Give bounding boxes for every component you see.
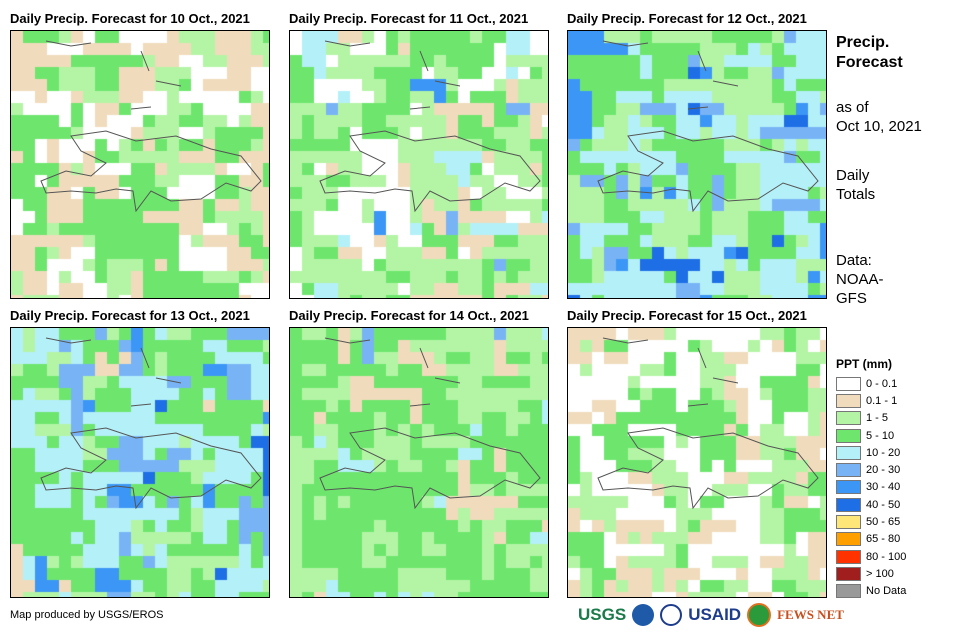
data-source-1: NOAA- — [836, 271, 884, 288]
legend-item: > 100 — [836, 565, 906, 582]
panel-title-5: Daily Precip. Forecast for 14 Oct., 2021 — [289, 308, 529, 323]
precip-grid — [290, 31, 548, 298]
noaa-logo — [632, 604, 655, 626]
legend-label: 5 - 10 — [866, 429, 895, 442]
legend-label: 40 - 50 — [866, 498, 901, 511]
precip-grid — [11, 31, 269, 298]
asof-date: Oct 10, 2021 — [836, 118, 922, 135]
legend-item: 1 - 5 — [836, 410, 906, 427]
legend-item: 0.1 - 1 — [836, 392, 906, 409]
legend-swatch — [836, 497, 861, 512]
legend-label: 0.1 - 1 — [866, 394, 898, 407]
totals-label: Totals — [836, 186, 876, 203]
legend-item: 5 - 10 — [836, 427, 906, 444]
legend-swatch — [836, 411, 861, 426]
legend: PPT (mm) 0 - 0.1 0.1 - 1 1 - 5 5 - 10 10 - 2… — [836, 357, 906, 600]
legend-label: 80 - 100 — [866, 550, 907, 563]
legend-label: 10 - 20 — [866, 446, 901, 459]
side-title-1: Precip. — [836, 34, 890, 51]
panel-title-6: Daily Precip. Forecast for 15 Oct., 2021 — [567, 308, 807, 323]
fews-globe-icon — [747, 603, 772, 627]
legend-item: 10 - 20 — [836, 444, 906, 461]
legend-label: No Data — [866, 585, 907, 598]
coastline-outline — [597, 337, 819, 510]
legend-item: 0 - 0.1 — [836, 375, 906, 392]
legend-item: 50 - 65 — [836, 513, 906, 530]
legend-swatch — [836, 463, 861, 478]
precip-grid — [290, 328, 548, 597]
legend-label: 50 - 65 — [866, 516, 901, 529]
coastline-outline — [319, 337, 541, 510]
legend-item: 65 - 80 — [836, 531, 906, 548]
map-panel-2 — [289, 30, 549, 299]
coastline-outline — [597, 40, 819, 213]
legend-item: 30 - 40 — [836, 479, 906, 496]
map-panel-6 — [567, 327, 827, 598]
data-source-2: GFS — [836, 290, 867, 307]
legend-swatch — [836, 480, 861, 495]
data-label: Data: — [836, 252, 872, 269]
legend-item: No Data — [836, 583, 906, 600]
map-panel-5 — [289, 327, 549, 598]
fews-logo: FEWS NET — [777, 607, 844, 622]
legend-swatch — [836, 584, 861, 599]
map-panel-4 — [10, 327, 270, 598]
legend-item: 40 - 50 — [836, 496, 906, 513]
panel-title-2: Daily Precip. Forecast for 11 Oct., 2021 — [289, 11, 529, 26]
map-panel-3 — [567, 30, 827, 299]
coastline-outline — [40, 337, 262, 510]
legend-swatch — [836, 515, 861, 530]
usaid-seal — [660, 604, 683, 626]
legend-swatch — [836, 532, 861, 547]
legend-label: 65 - 80 — [866, 533, 901, 546]
precip-grid — [568, 328, 826, 597]
credit-text: Map produced by USGS/EROS — [10, 609, 164, 621]
legend-item: 80 - 100 — [836, 548, 906, 565]
precip-grid — [11, 328, 269, 597]
legend-label: > 100 — [866, 567, 894, 580]
legend-swatch — [836, 549, 861, 564]
legend-label: 1 - 5 — [866, 412, 889, 425]
legend-title: PPT (mm) — [836, 357, 893, 371]
legend-label: 30 - 40 — [866, 481, 901, 494]
legend-swatch — [836, 393, 861, 408]
map-panel-1 — [10, 30, 270, 299]
legend-swatch — [836, 445, 861, 460]
usgs-logo: USGS — [578, 605, 627, 624]
logos: USGS USAID FEWS NET — [578, 603, 844, 627]
legend-item: 20 - 30 — [836, 461, 906, 478]
panel-title-3: Daily Precip. Forecast for 12 Oct., 2021 — [567, 11, 807, 26]
legend-label: 0 - 0.1 — [866, 377, 898, 390]
coastline-outline — [40, 40, 262, 213]
asof-label: as of — [836, 99, 869, 116]
legend-swatch — [836, 566, 861, 581]
legend-swatch — [836, 428, 861, 443]
usaid-logo: USAID — [688, 605, 742, 624]
daily-label: Daily — [836, 167, 870, 184]
side-title-2: Forecast — [836, 54, 903, 71]
legend-label: 20 - 30 — [866, 464, 901, 477]
coastline-outline — [319, 40, 541, 213]
legend-swatch — [836, 376, 861, 391]
precip-grid — [568, 31, 826, 298]
panel-title-4: Daily Precip. Forecast for 13 Oct., 2021 — [10, 308, 250, 323]
panel-title-1: Daily Precip. Forecast for 10 Oct., 2021 — [10, 11, 250, 26]
